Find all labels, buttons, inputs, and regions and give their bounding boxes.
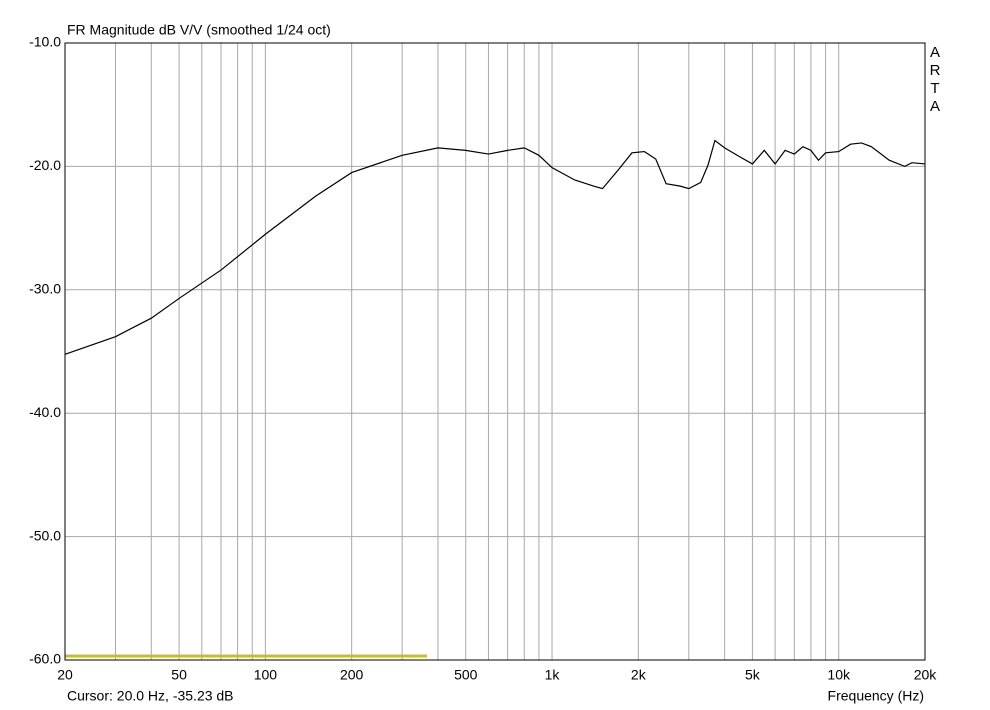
x-tick-label: 20 — [57, 667, 73, 683]
x-tick-label: 50 — [171, 667, 187, 683]
x-tick-label: 200 — [340, 667, 364, 683]
y-tick-label: -30.0 — [29, 281, 61, 297]
x-tick-label: 2k — [631, 667, 647, 683]
x-axis-label: Frequency (Hz) — [828, 688, 924, 704]
y-tick-label: -50.0 — [29, 527, 61, 543]
chart-title: FR Magnitude dB V/V (smoothed 1/24 oct) — [67, 22, 331, 38]
plot-frame — [64, 42, 926, 661]
y-tick-label: -10.0 — [29, 34, 61, 50]
x-tick-label: 20k — [914, 667, 938, 683]
cursor-readout: Cursor: 20.0 Hz, -35.23 dB — [67, 688, 234, 704]
x-tick-label: 5k — [745, 667, 761, 683]
y-tick-label: -40.0 — [29, 404, 61, 420]
x-tick-label: 10k — [827, 667, 851, 683]
grid — [65, 42, 925, 661]
response-curve — [64, 139, 926, 355]
y-tick-label: -20.0 — [29, 157, 61, 173]
y-tick-label: -60.0 — [29, 651, 61, 667]
x-tick-label: 100 — [254, 667, 278, 683]
x-tick-label: 1k — [545, 667, 561, 683]
watermark: ARTA — [929, 44, 941, 115]
x-tick-label: 500 — [454, 667, 478, 683]
